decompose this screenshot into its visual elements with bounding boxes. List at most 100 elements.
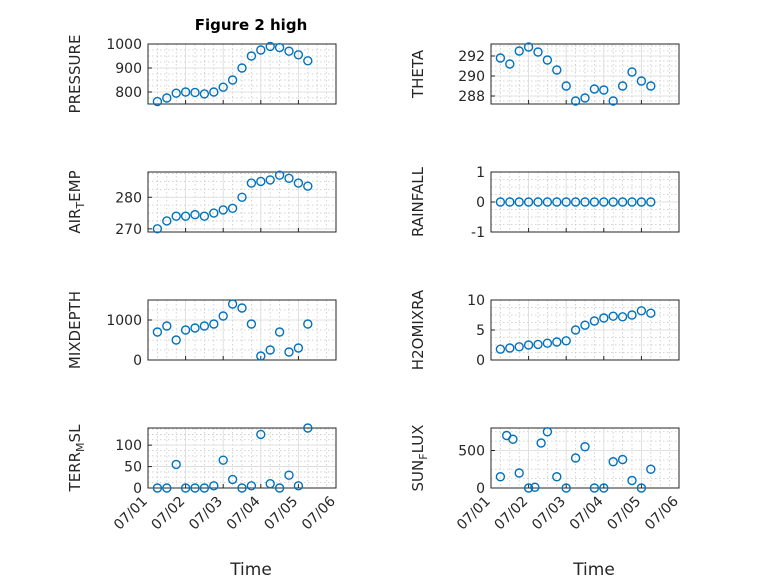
y-axis-label: PRESSURE xyxy=(66,35,84,114)
data-point xyxy=(589,316,600,326)
subplot-3: 270 280 AIRTEMP xyxy=(66,170,337,238)
data-point xyxy=(514,46,524,56)
data-point xyxy=(495,472,506,482)
data-point xyxy=(209,481,219,491)
data-point xyxy=(162,321,172,331)
data-point xyxy=(599,313,609,323)
axes-box xyxy=(147,171,337,233)
data-point xyxy=(199,211,210,221)
data-point xyxy=(152,483,163,493)
x-axis-label-right: Time xyxy=(572,560,615,580)
data-point xyxy=(256,176,266,187)
data-point xyxy=(171,459,181,470)
data-point xyxy=(627,197,637,207)
data-point xyxy=(495,344,506,354)
data-point xyxy=(646,81,656,91)
x-tick-label: 07/04 xyxy=(224,493,264,533)
axes-box xyxy=(147,43,337,105)
data-point xyxy=(580,442,590,452)
data-point xyxy=(599,85,609,95)
y-axis-label: TERRMSL xyxy=(66,424,87,493)
data-point xyxy=(617,312,628,322)
data-point xyxy=(227,474,238,485)
x-tick-label: 07/05 xyxy=(261,494,301,534)
y-tick-label: 1000 xyxy=(106,37,142,53)
data-point xyxy=(256,429,266,440)
data-point xyxy=(599,197,609,207)
data-point xyxy=(646,464,656,474)
y-tick-label: 900 xyxy=(115,61,142,77)
y-tick-label: 800 xyxy=(115,85,142,101)
data-point xyxy=(646,308,656,318)
x-tick-label: 07/05 xyxy=(604,494,644,534)
axes-box xyxy=(490,43,680,105)
data-point xyxy=(561,81,571,91)
data-point xyxy=(152,327,163,337)
subplot-5: 0 1000 MIXDEPTH xyxy=(66,291,337,369)
data-point xyxy=(495,53,506,63)
data-point xyxy=(523,197,534,207)
data-point xyxy=(495,197,506,207)
data-point xyxy=(162,93,172,103)
data-point xyxy=(209,319,219,329)
y-tick-label: 290 xyxy=(458,69,485,85)
data-point xyxy=(274,170,285,180)
x-tick-label: 07/03 xyxy=(529,494,569,534)
y-tick-label: 270 xyxy=(115,222,142,238)
data-point xyxy=(284,347,294,357)
data-point xyxy=(303,423,313,433)
y-tick-label: 0 xyxy=(476,353,485,369)
data-point xyxy=(246,319,257,329)
data-point xyxy=(542,427,553,437)
data-point xyxy=(246,481,257,491)
data-point xyxy=(171,335,181,345)
data-point xyxy=(180,87,191,97)
data-point xyxy=(617,81,628,91)
data-point xyxy=(293,481,304,491)
data-point xyxy=(237,303,247,313)
data-point xyxy=(162,216,172,226)
data-point xyxy=(552,337,562,347)
x-tick-label: 07/03 xyxy=(186,494,226,534)
data-point xyxy=(636,197,647,207)
y-tick-label: 10 xyxy=(467,293,485,309)
data-point xyxy=(536,438,546,448)
y-axis-label: H2OMIXRA xyxy=(409,289,427,370)
data-point xyxy=(589,84,600,94)
data-point xyxy=(608,197,618,207)
y-axis-label: THETA xyxy=(409,49,427,99)
data-point xyxy=(237,192,247,202)
data-point xyxy=(542,55,553,65)
data-point xyxy=(171,211,181,221)
y-tick-label: 0 xyxy=(133,353,142,369)
data-point xyxy=(265,41,275,52)
data-point xyxy=(218,311,228,321)
data-point xyxy=(523,42,534,52)
data-point xyxy=(190,483,200,493)
data-point xyxy=(227,203,238,214)
data-point xyxy=(284,46,294,56)
data-point xyxy=(218,455,228,465)
data-point xyxy=(523,340,534,350)
y-axis-label: MIXDEPTH xyxy=(66,291,84,369)
x-tick-label: 07/02 xyxy=(492,494,532,534)
data-point xyxy=(533,197,543,207)
data-point xyxy=(265,479,275,489)
y-tick-label: 1 xyxy=(476,165,485,181)
data-point xyxy=(636,76,647,86)
data-point xyxy=(256,45,266,55)
x-tick-label: 07/01 xyxy=(454,494,494,534)
y-tick-label: 0 xyxy=(476,195,485,211)
data-point xyxy=(246,51,257,61)
data-point xyxy=(218,82,228,92)
data-point xyxy=(227,299,238,309)
data-point xyxy=(162,483,172,493)
data-point xyxy=(589,197,600,207)
data-point xyxy=(152,224,163,234)
axes-box xyxy=(147,299,337,361)
figure-title: Figure 2 high xyxy=(195,16,308,34)
data-point xyxy=(589,483,600,493)
data-point xyxy=(570,453,581,463)
data-point xyxy=(533,339,543,350)
